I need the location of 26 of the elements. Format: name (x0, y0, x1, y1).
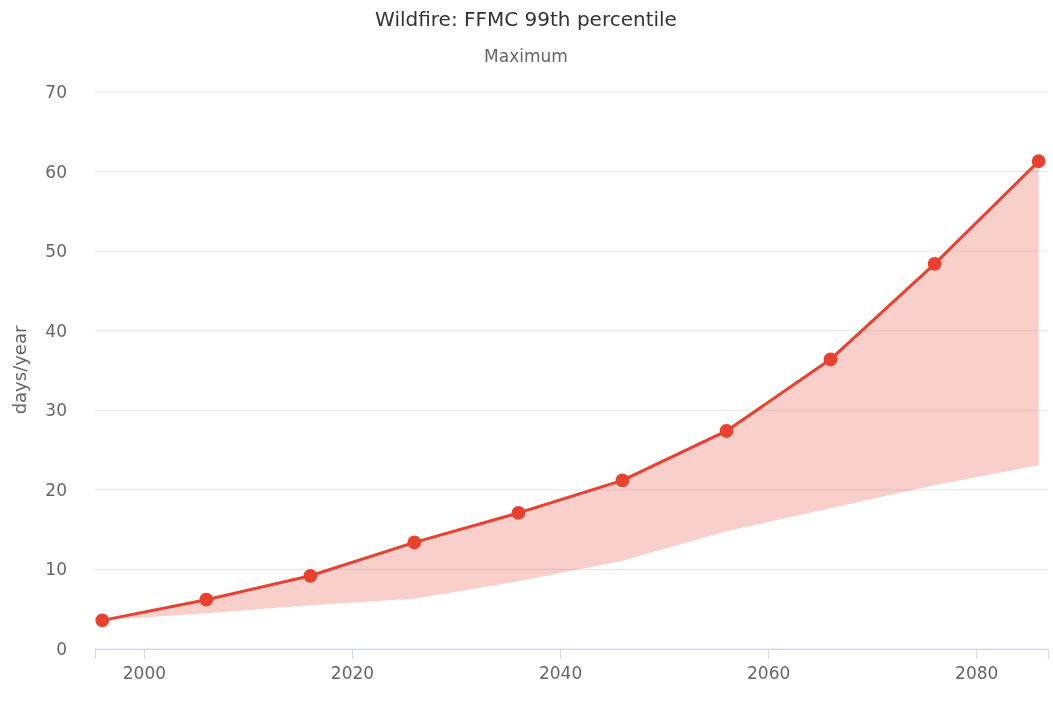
y-tick-label: 70 (45, 81, 67, 102)
y-tick-label: 20 (45, 479, 67, 500)
y-tick-label: 40 (45, 320, 67, 341)
point (927, 256, 942, 271)
x-tick-label: 2040 (538, 663, 583, 684)
point (95, 613, 110, 628)
chart-subtitle: Maximum (484, 46, 568, 66)
point (615, 473, 630, 488)
chart-title: Wildfire: FFMC 99th percentile (375, 7, 677, 31)
point (303, 568, 318, 583)
y-tick-label: 30 (45, 400, 67, 421)
y-tick-label: 50 (45, 241, 67, 262)
point (407, 535, 422, 550)
y-tick-label: 10 (45, 559, 67, 580)
x-tick-label: 2080 (955, 663, 999, 684)
x-tick-label: 2000 (122, 663, 167, 684)
point (511, 506, 526, 520)
y-axis-title: days/year (9, 325, 30, 415)
point (719, 424, 734, 438)
point (1031, 154, 1046, 169)
y-tick-label: 60 (45, 161, 67, 182)
y-tick-label: 0 (56, 638, 67, 659)
x-tick-label: 2020 (330, 663, 375, 684)
point (823, 352, 838, 367)
point (199, 592, 214, 607)
x-tick-label: 2060 (747, 663, 791, 684)
